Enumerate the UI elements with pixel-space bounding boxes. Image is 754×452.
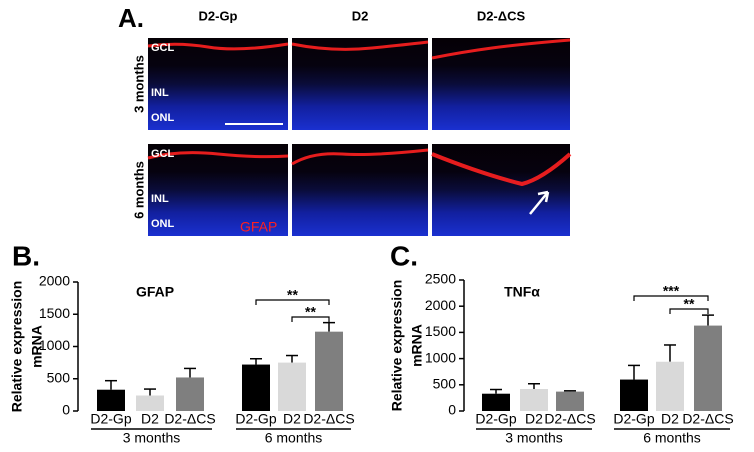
micrograph (148, 144, 288, 236)
y-tick-label: 1000 (39, 337, 70, 353)
layer-label: INL (151, 87, 169, 99)
y-tick-label: 0 (62, 402, 70, 418)
bar (278, 362, 306, 411)
significance-bracket (291, 316, 330, 322)
bar (97, 389, 125, 411)
chart-title: TNFα (504, 284, 540, 300)
layer-label: GCL (151, 148, 175, 160)
layer-label: GCL (151, 42, 175, 54)
significance-bracket (669, 308, 709, 314)
x-tick-label: D2 (283, 411, 301, 427)
significance-label: ** (305, 304, 316, 320)
significance-label: ** (684, 296, 695, 312)
y-tick-label: 500 (433, 376, 457, 392)
micrograph (292, 144, 428, 236)
bar (620, 379, 648, 411)
gfap-signal (147, 151, 289, 160)
y-tick-label: 2000 (39, 273, 70, 289)
y-tick-label: 1500 (39, 305, 70, 321)
y-axis-label: Relative expression (9, 281, 25, 413)
x-tick-label: D2 (525, 411, 543, 427)
y-tick-label: 500 (47, 369, 71, 385)
bar (482, 393, 510, 411)
y-axis-label: mRNA (29, 325, 45, 368)
layer-label: ONL (151, 218, 175, 230)
x-tick-label: D2-ΔCS (164, 411, 215, 427)
bar (694, 325, 722, 411)
group-label: 3 months (123, 430, 181, 446)
gfap-signal (431, 38, 571, 60)
column-header: D2-Gp (199, 8, 238, 23)
group-label: 6 months (265, 430, 323, 446)
significance-label: ** (287, 287, 298, 303)
group-label: 3 months (505, 430, 563, 446)
bar (315, 331, 343, 411)
panel-label: B. (12, 240, 40, 271)
layer-label: INL (151, 193, 169, 205)
bar (556, 391, 584, 411)
micrograph (432, 38, 570, 130)
x-tick-label: D2-Gp (613, 411, 654, 427)
x-tick-label: D2-Gp (90, 411, 131, 427)
x-tick-label: D2 (141, 411, 159, 427)
row-label: 3 months (131, 55, 146, 113)
stain-label: GFAP (240, 219, 277, 235)
row-label: 6 months (131, 161, 146, 219)
y-tick-label: 1500 (425, 323, 456, 339)
gfap-signal (291, 40, 429, 51)
y-tick-label: 2000 (425, 297, 456, 313)
x-tick-label: D2-ΔCS (682, 411, 733, 427)
x-tick-label: D2-ΔCS (544, 411, 595, 427)
bar (656, 361, 684, 411)
gfap-signal (291, 148, 429, 166)
micrograph (292, 38, 428, 130)
x-tick-label: D2 (661, 411, 679, 427)
group-label: 6 months (643, 430, 701, 446)
gfap-signal (147, 42, 289, 51)
x-tick-label: D2-Gp (235, 411, 276, 427)
x-tick-label: D2-Gp (475, 411, 516, 427)
column-header: D2 (352, 8, 369, 23)
y-tick-label: 1000 (425, 349, 456, 365)
panel-label: C. (390, 240, 418, 271)
layer-label: ONL (151, 112, 175, 124)
panel-label: A. (118, 3, 144, 33)
bar (136, 395, 164, 411)
y-tick-label: 0 (448, 402, 456, 418)
column-header: D2-ΔCS (477, 8, 526, 23)
significance-bracket (633, 295, 709, 301)
y-axis-label: mRNA (409, 324, 425, 367)
micrograph (148, 38, 288, 130)
x-tick-label: D2-ΔCS (303, 411, 354, 427)
gfap-signal (431, 152, 572, 187)
bar (176, 377, 204, 411)
micrograph (432, 144, 570, 236)
y-tick-label: 2500 (425, 271, 456, 287)
chart-title: GFAP (136, 284, 174, 300)
significance-label: *** (663, 283, 680, 299)
significance-bracket (255, 299, 330, 305)
y-axis-label: Relative expression (389, 280, 405, 412)
arrow (529, 190, 550, 215)
bar (242, 364, 270, 411)
bar (520, 388, 548, 411)
